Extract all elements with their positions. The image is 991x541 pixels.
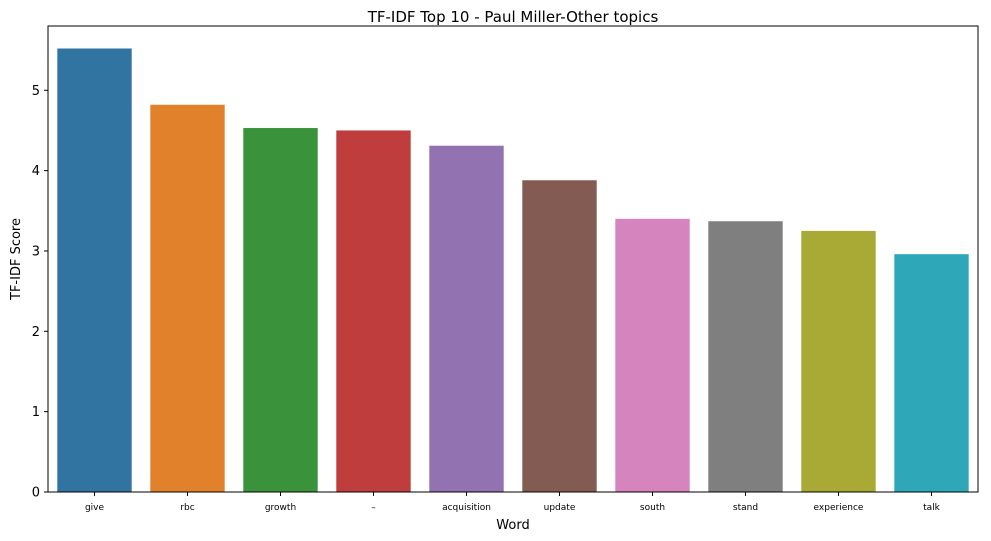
bar-7 <box>708 221 783 493</box>
bar-3 <box>336 130 411 492</box>
x-tick-label: – <box>371 503 376 513</box>
bar-8 <box>801 230 876 492</box>
y-tick-label: 4 <box>32 164 40 179</box>
bar-9 <box>894 254 969 492</box>
bar-5 <box>522 180 597 492</box>
bar-6 <box>615 218 690 492</box>
chart-title: TF-IDF Top 10 - Paul Miller-Other topics <box>367 8 659 26</box>
plot-frame <box>47 25 979 493</box>
x-tick-label: rbc <box>180 503 194 513</box>
y-axis-label: TF-IDF Score <box>9 218 24 301</box>
x-tick-label: talk <box>923 503 941 513</box>
x-tick-label: acquisition <box>442 503 491 513</box>
bar-2 <box>243 128 318 493</box>
bars-group <box>57 48 969 493</box>
x-axis-ticks: give rbc growth – acquisition update south stan… <box>85 492 941 513</box>
bar-1 <box>150 104 225 493</box>
x-tick-label: growth <box>265 503 296 513</box>
bar-4 <box>429 145 504 492</box>
x-tick-label: stand <box>733 503 758 513</box>
bar-0 <box>57 48 132 492</box>
y-tick-label: 1 <box>32 405 40 420</box>
y-tick-label: 3 <box>32 244 40 259</box>
y-tick-label: 0 <box>32 486 40 501</box>
y-axis-ticks: 0 1 2 3 4 5 <box>32 84 48 501</box>
x-tick-label: experience <box>814 503 864 513</box>
x-tick-label: south <box>640 503 665 513</box>
x-axis-label: Word <box>496 518 529 533</box>
y-tick-label: 2 <box>32 325 40 340</box>
x-tick-label: update <box>544 503 576 513</box>
x-tick-label: give <box>85 503 105 513</box>
y-tick-label: 5 <box>32 84 40 99</box>
